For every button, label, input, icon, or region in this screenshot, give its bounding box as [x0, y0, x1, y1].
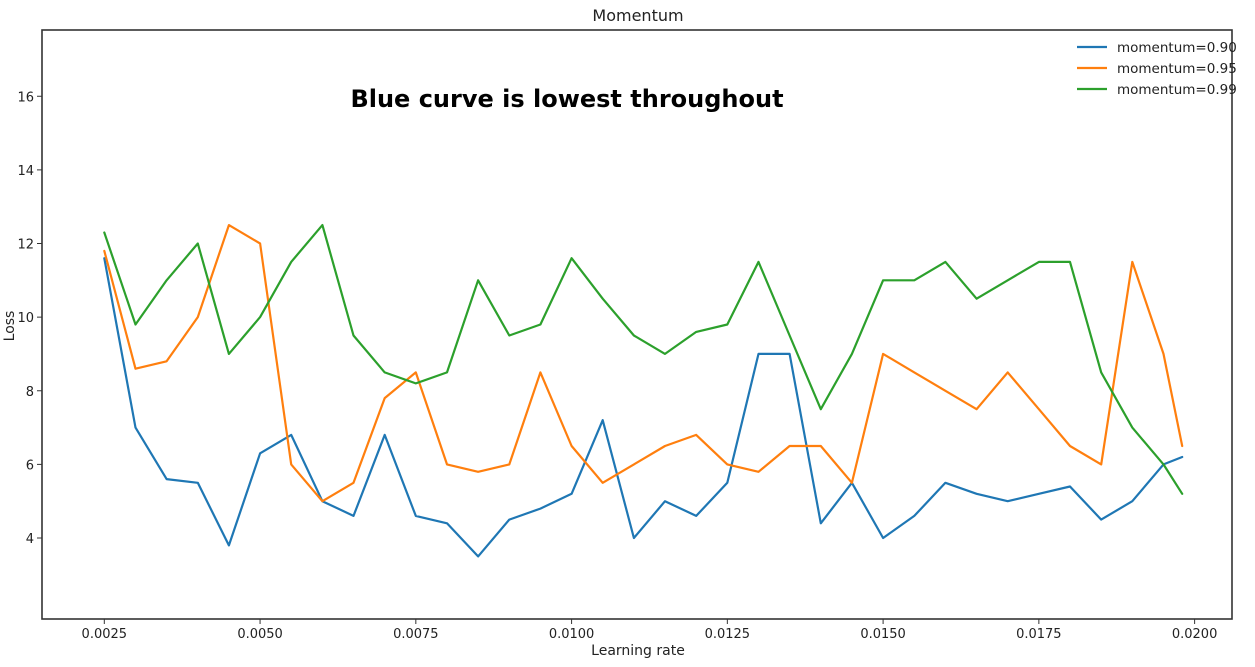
- legend-label: momentum=0.90: [1117, 40, 1237, 56]
- x-tick-label: 0.0100: [549, 627, 595, 642]
- y-tick-label: 6: [26, 458, 34, 473]
- x-axis-ticks: 0.0025 0.0050 0.0075 0.0100 0.0125 0.0150 0.01…: [82, 619, 1218, 642]
- series-line-momentum-0-90: [103, 257, 1184, 558]
- x-tick-label: 0.0050: [237, 627, 283, 642]
- y-tick-label: 10: [17, 311, 34, 326]
- legend: momentum=0.90 momentum=0.95 momentum=0.99: [1077, 40, 1237, 98]
- y-tick-label: 8: [26, 385, 34, 400]
- chart-title: Momentum: [592, 6, 683, 25]
- x-tick-label: 0.0175: [1016, 627, 1062, 642]
- series-line-momentum-0-99: [103, 224, 1184, 495]
- y-tick-label: 16: [17, 90, 34, 105]
- legend-label: momentum=0.99: [1117, 82, 1237, 98]
- y-tick-label: 12: [17, 238, 34, 253]
- y-tick-label: 4: [26, 532, 34, 547]
- series-line-momentum-0-95: [103, 224, 1184, 503]
- x-tick-label: 0.0150: [860, 627, 906, 642]
- y-axis-ticks: 4 6 8 10 12 14 16: [17, 90, 42, 547]
- x-tick-label: 0.0075: [393, 627, 439, 642]
- x-tick-label: 0.0200: [1172, 627, 1218, 642]
- x-tick-label: 0.0025: [82, 627, 128, 642]
- x-tick-label: 0.0125: [705, 627, 751, 642]
- y-axis-title: Loss: [2, 311, 18, 342]
- x-axis-title: Learning rate: [591, 643, 685, 659]
- y-tick-label: 14: [17, 164, 34, 179]
- plot-frame: [41, 29, 1233, 620]
- chart-annotation: Blue curve is lowest throughout: [350, 85, 783, 113]
- legend-label: momentum=0.95: [1117, 61, 1237, 77]
- series-layer: [103, 224, 1184, 558]
